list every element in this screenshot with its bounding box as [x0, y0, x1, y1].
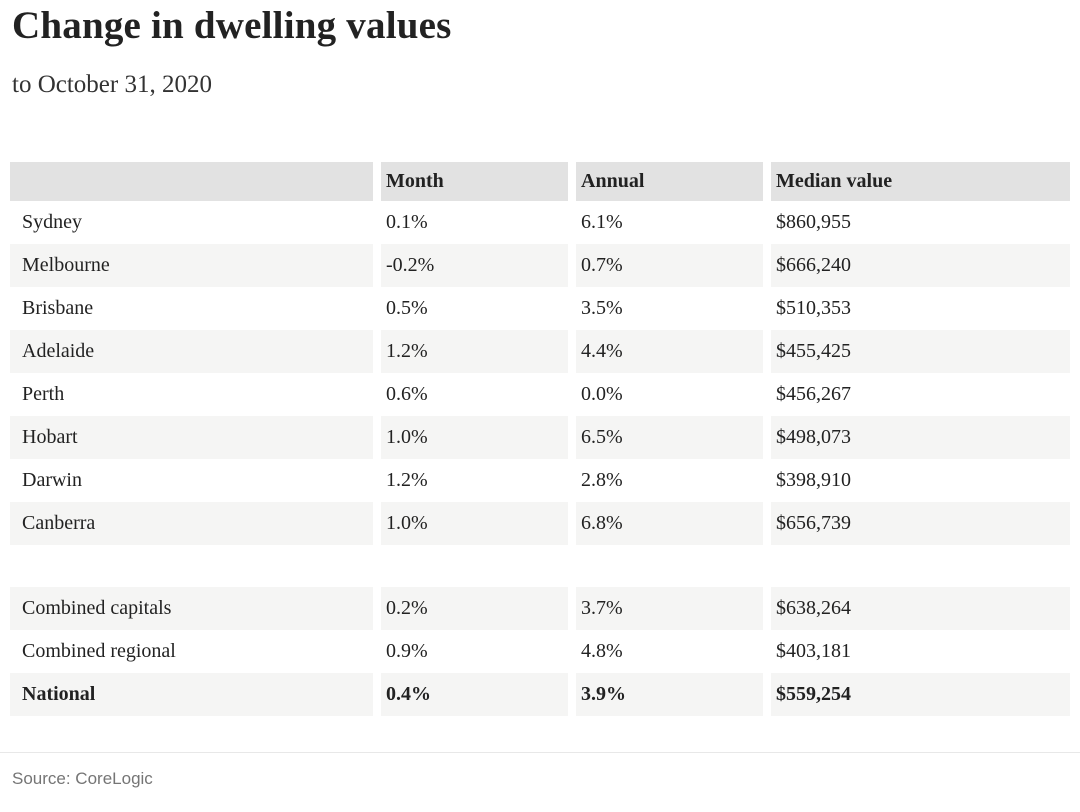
cell-median: $638,264 [763, 587, 1070, 630]
page-title: Change in dwelling values [12, 4, 452, 47]
cell-annual: 6.8% [568, 502, 763, 545]
cell-median: $559,254 [763, 673, 1070, 716]
table-row-adelaide: Adelaide 1.2% 4.4% $455,425 [10, 330, 1070, 373]
table-row-brisbane: Brisbane 0.5% 3.5% $510,353 [10, 287, 1070, 330]
table-header-row: Month Annual Median value [10, 162, 1070, 201]
cell-median: $656,739 [763, 502, 1070, 545]
table-row-perth: Perth 0.6% 0.0% $456,267 [10, 373, 1070, 416]
cell-month: 0.2% [373, 587, 568, 630]
cell-annual: 4.8% [568, 630, 763, 673]
cell-median: $456,267 [763, 373, 1070, 416]
cell-region: Perth [10, 373, 373, 416]
source-note: Source: CoreLogic [0, 752, 1080, 789]
cell-month: 0.4% [373, 673, 568, 716]
cell-month: 0.9% [373, 630, 568, 673]
cell-annual: 3.9% [568, 673, 763, 716]
column-header-annual: Annual [568, 162, 763, 201]
cell-median: $403,181 [763, 630, 1070, 673]
cell-annual: 3.5% [568, 287, 763, 330]
cell-median: $455,425 [763, 330, 1070, 373]
cell-region: Adelaide [10, 330, 373, 373]
cell-region: Canberra [10, 502, 373, 545]
cell-annual: 3.7% [568, 587, 763, 630]
cell-region: Sydney [10, 201, 373, 244]
cell-annual: 6.5% [568, 416, 763, 459]
cell-month: 0.5% [373, 287, 568, 330]
cell-month: 0.1% [373, 201, 568, 244]
column-header-median-value: Median value [763, 162, 1070, 201]
dwelling-values-table: Month Annual Median value Sydney 0.1% 6.… [10, 162, 1070, 716]
cell-month: 1.0% [373, 416, 568, 459]
table-row-combined-capitals: Combined capitals 0.2% 3.7% $638,264 [10, 587, 1070, 630]
table-row-combined-regional: Combined regional 0.9% 4.8% $403,181 [10, 630, 1070, 673]
cell-region: Combined regional [10, 630, 373, 673]
cell-median: $510,353 [763, 287, 1070, 330]
table-row-hobart: Hobart 1.0% 6.5% $498,073 [10, 416, 1070, 459]
cell-median: $398,910 [763, 459, 1070, 502]
page-subtitle: to October 31, 2020 [12, 71, 212, 98]
cell-region: National [10, 673, 373, 716]
table-row-sydney: Sydney 0.1% 6.1% $860,955 [10, 201, 1070, 244]
cell-annual: 0.7% [568, 244, 763, 287]
spacer-cell [10, 545, 1070, 587]
table-row-canberra: Canberra 1.0% 6.8% $656,739 [10, 502, 1070, 545]
cell-region: Hobart [10, 416, 373, 459]
cell-annual: 0.0% [568, 373, 763, 416]
cell-annual: 6.1% [568, 201, 763, 244]
table-row-melbourne: Melbourne -0.2% 0.7% $666,240 [10, 244, 1070, 287]
cell-region: Darwin [10, 459, 373, 502]
cell-month: 1.2% [373, 459, 568, 502]
cell-month: 0.6% [373, 373, 568, 416]
cell-median: $666,240 [763, 244, 1070, 287]
cell-annual: 2.8% [568, 459, 763, 502]
cell-region: Combined capitals [10, 587, 373, 630]
dwelling-values-graphic: Change in dwelling values to October 31,… [0, 4, 1080, 812]
cell-annual: 4.4% [568, 330, 763, 373]
cell-month: -0.2% [373, 244, 568, 287]
table-row-darwin: Darwin 1.2% 2.8% $398,910 [10, 459, 1070, 502]
cell-month: 1.2% [373, 330, 568, 373]
cell-median: $498,073 [763, 416, 1070, 459]
cell-region: Brisbane [10, 287, 373, 330]
cell-median: $860,955 [763, 201, 1070, 244]
column-header-month: Month [373, 162, 568, 201]
table-row-national: National 0.4% 3.9% $559,254 [10, 673, 1070, 716]
column-header-region [10, 162, 373, 201]
cell-region: Melbourne [10, 244, 373, 287]
table-spacer-row [10, 545, 1070, 587]
cell-month: 1.0% [373, 502, 568, 545]
